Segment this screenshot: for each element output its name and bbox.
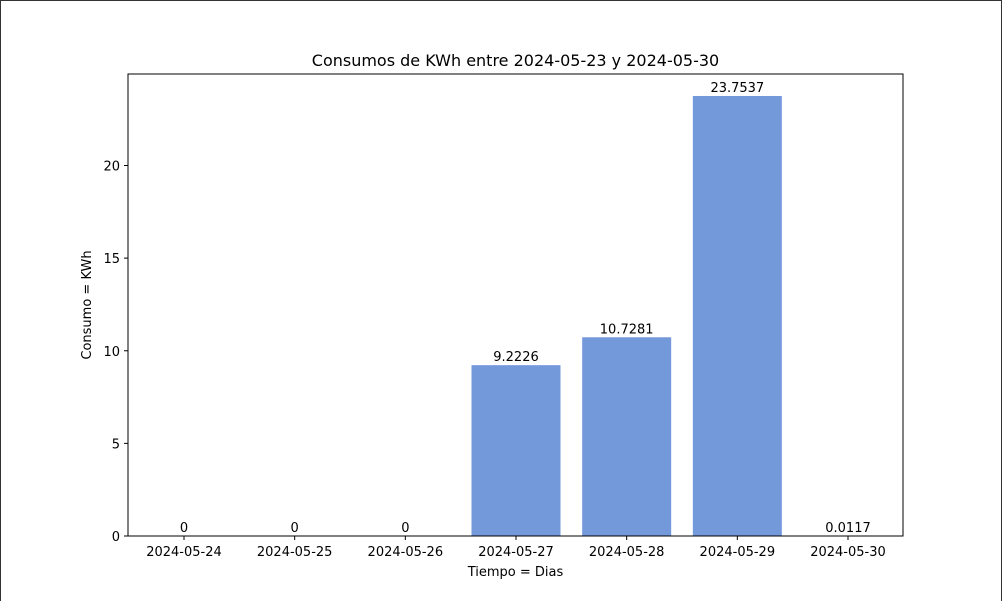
bar-2024-05-27	[472, 365, 561, 536]
x-tick-label: 2024-05-29	[700, 545, 776, 560]
data-label-2024-05-26: 0	[401, 521, 409, 536]
bars-layer	[472, 96, 893, 536]
y-tick-label: 10	[103, 345, 120, 360]
bar-2024-05-29	[693, 96, 782, 536]
x-tick-label: 2024-05-26	[368, 545, 444, 560]
y-tick-label: 20	[103, 160, 120, 175]
y-tick-label: 15	[103, 252, 120, 267]
data-label-2024-05-30: 0.0117	[825, 521, 871, 536]
chart-title: Consumos de KWh entre 2024-05-23 y 2024-…	[312, 51, 719, 70]
x-tick-label: 2024-05-24	[146, 545, 222, 560]
x-tick-label: 2024-05-30	[810, 545, 886, 560]
y-tick-label: 5	[112, 437, 120, 452]
x-axis-label: Tiempo = Dias	[467, 565, 564, 580]
y-axis-label: Consumo = KWh	[80, 250, 95, 359]
y-tick-label: 0	[112, 530, 120, 545]
data-label-2024-05-27: 9.2226	[493, 350, 539, 365]
data-label-2024-05-24: 0	[180, 521, 188, 536]
x-tick-label: 2024-05-28	[589, 545, 665, 560]
bar-2024-05-28	[582, 337, 671, 536]
x-tick-label: 2024-05-25	[257, 545, 333, 560]
data-label-2024-05-28: 10.7281	[600, 322, 654, 337]
x-tick-label: 2024-05-27	[478, 545, 554, 560]
data-label-2024-05-29: 23.7537	[710, 81, 764, 96]
data-label-2024-05-25: 0	[291, 521, 299, 536]
